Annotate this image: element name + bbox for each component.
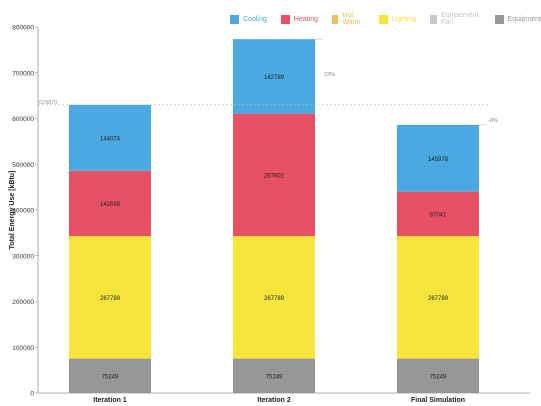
legend-swatch [378,14,388,24]
legend-label: Equipement Fan [441,12,479,26]
y-tick-label: 700000 [12,70,34,77]
legend-label: Lighting [391,15,417,23]
segment-value-label: 97041 [430,212,447,218]
bar-segment [233,358,315,393]
segment-value-label: 75249 [266,374,283,380]
legend-item: Lighting [378,12,417,26]
bar-segment [397,358,479,393]
y-tick-label: 200000 [12,299,34,306]
segment-value-label: 267602 [264,173,285,179]
legend-label: Cooling [243,15,267,23]
legend-swatch [331,14,339,24]
legend-swatch [230,14,239,24]
x-category-label: Iteration 1 [93,397,127,404]
bar-segment [397,236,479,359]
bar-segment [69,236,151,359]
y-axis-title: Total Energy Use [kBtu] [9,171,16,250]
y-tick-label: 300000 [12,253,34,260]
segment-value-label: 267789 [264,296,285,302]
change-annotation: -8% [488,118,498,124]
legend-label: Heating [293,15,318,23]
segment-value-label: 75249 [430,374,447,380]
legend-swatch [430,14,438,24]
y-tick-label: 500000 [12,162,34,169]
y-tick-label: 600000 [12,116,34,123]
y-tick-label: 800000 [12,25,34,32]
chart-legend: Cooling Heating Hot Water Lighting Equipemen… [230,12,541,26]
segment-value-label: 267789 [100,296,121,302]
segment-value-label: 145978 [428,157,449,163]
y-tick-label: 0 [30,391,34,398]
bar-segment [397,124,479,192]
bar-segment [233,113,315,237]
bar-segment [69,358,151,393]
legend-swatch [280,14,290,24]
legend-item: Heating [280,12,318,26]
legend-label: Equipment [507,15,541,23]
legend-item: Equipment [494,12,541,26]
bar-segment [69,170,151,237]
change-annotation: 23% [324,72,335,78]
legend-label: Hot Water [342,12,361,26]
legend-item: Hot Water [331,12,365,26]
y-tick-label: 400000 [12,208,34,215]
segment-value-label: 142699 [100,202,121,208]
segment-value-label: 75249 [102,374,119,380]
baseline-label: 629870 [39,100,57,106]
x-category-label: Final Simulation [411,397,465,404]
x-category-label: Iteration 2 [257,397,291,404]
bar-segment [233,236,315,359]
legend-item: Equipement Fan [430,12,480,26]
legend-swatch [494,14,504,24]
y-tick-label: 100000 [12,345,34,352]
segment-value-label: 144074 [100,136,121,142]
legend-item: Cooling [230,12,267,26]
bar-segment [69,104,151,171]
bar-segment [397,191,479,237]
segment-value-label: 162789 [264,75,285,81]
bar-segment [233,39,315,114]
segment-value-label: 267789 [428,296,449,302]
